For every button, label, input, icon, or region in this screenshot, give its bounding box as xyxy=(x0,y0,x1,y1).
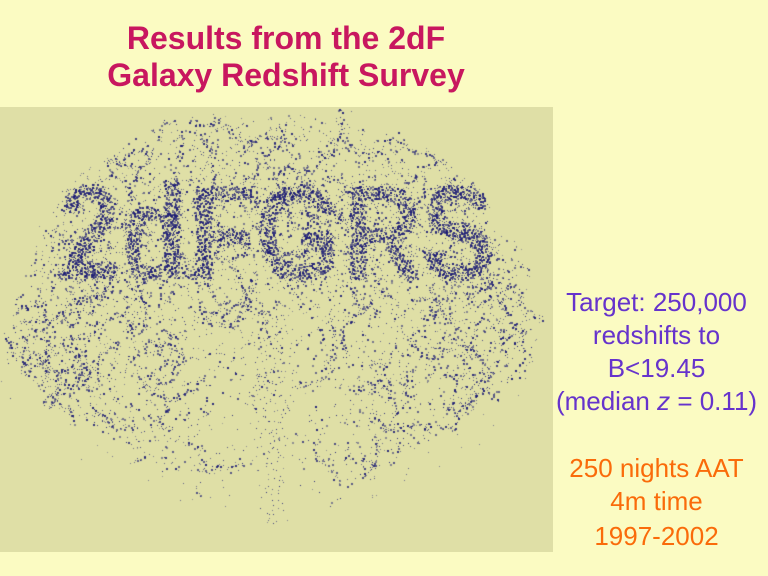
median-prefix: (median xyxy=(555,386,658,416)
schedule-note-line: 250 nights AAT xyxy=(569,453,744,483)
schedule-note: 250 nights AAT 4m time 1997-2002 xyxy=(545,452,768,553)
median-variable: z xyxy=(657,386,671,416)
target-note-line: redshifts to xyxy=(592,320,721,350)
target-note: Target: 250,000 redshifts to B<19.45 (me… xyxy=(545,286,768,418)
target-note-median-line: (median z = 0.11) xyxy=(545,385,768,418)
target-note-line: B<19.45 xyxy=(607,353,706,383)
slide-title: Results from the 2dF Galaxy Redshift Sur… xyxy=(0,20,572,94)
slide-title-line: Results from the 2dF xyxy=(126,20,446,56)
schedule-note-line: 4m time xyxy=(610,486,703,516)
slide-title-line: Galaxy Redshift Survey xyxy=(107,57,465,93)
schedule-dates: 1997-2002 xyxy=(594,521,719,551)
survey-cone-scatter-image xyxy=(0,107,553,552)
median-suffix: = 0.11) xyxy=(670,386,758,416)
target-note-line: Target: 250,000 xyxy=(566,287,747,317)
